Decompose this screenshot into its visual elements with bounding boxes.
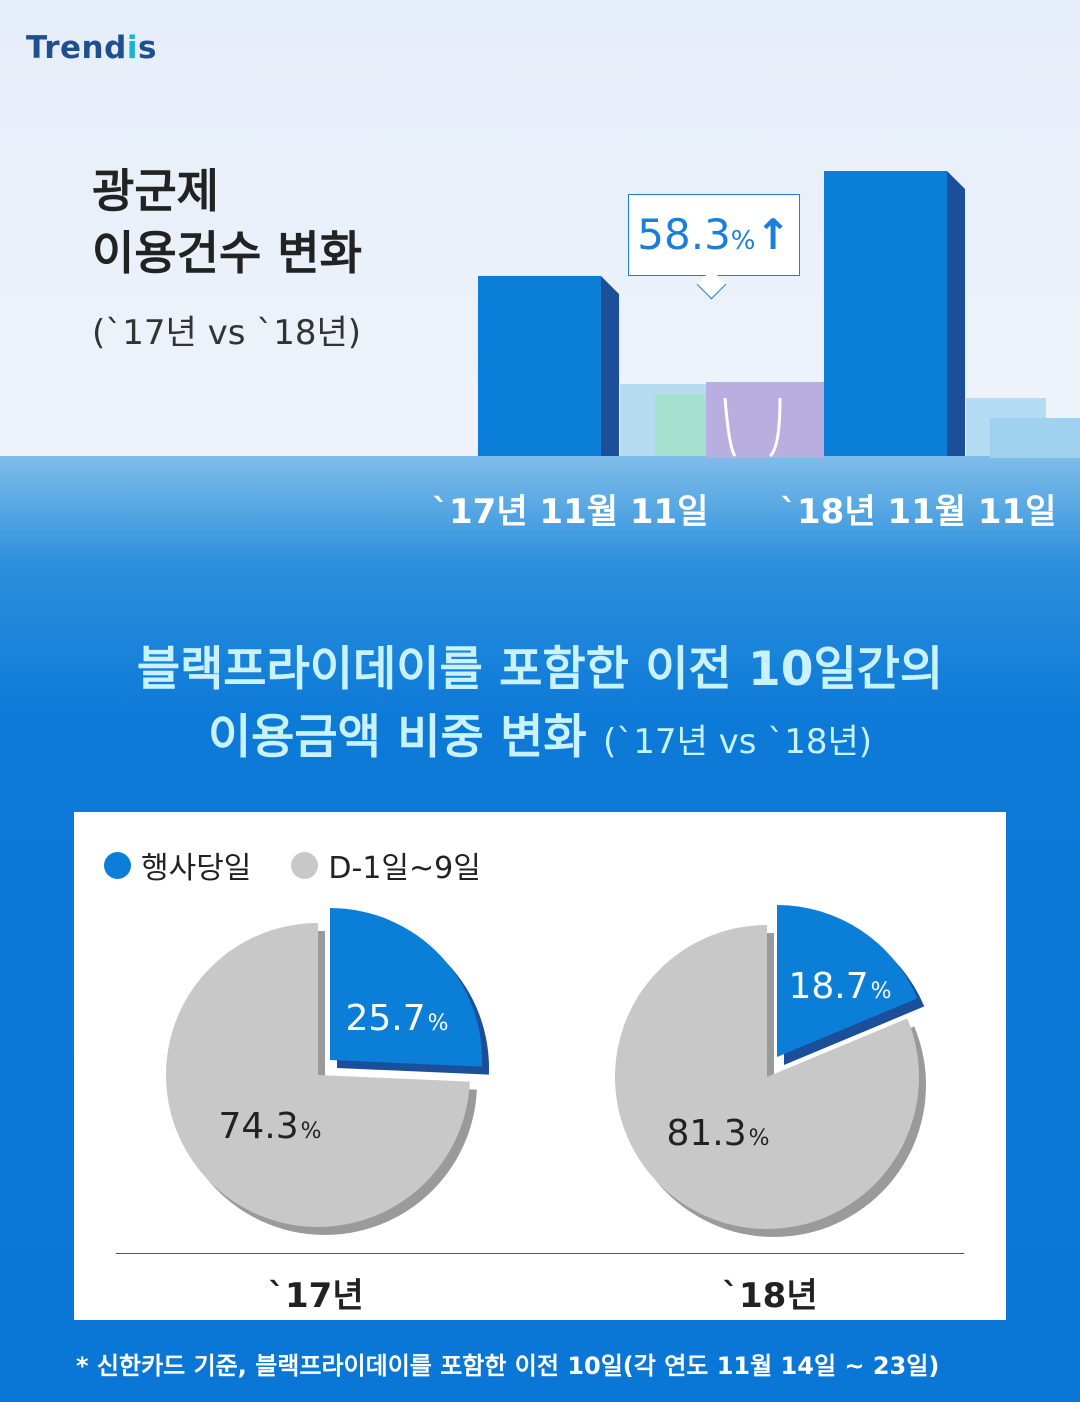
brand-logo: Trendis <box>26 30 157 66</box>
pie-slice <box>166 923 470 1227</box>
pie-label-2018: `18년 <box>722 1276 818 1316</box>
pie-slice <box>615 925 919 1229</box>
legend-item-prior-days: D-1일~9일 <box>291 843 481 887</box>
bar-chart <box>478 171 1080 458</box>
bar-side <box>601 275 619 456</box>
legend-label: 행사당일 <box>141 851 252 886</box>
legend-item-event-day: 행사당일 <box>104 843 251 887</box>
bar-1 <box>824 171 965 456</box>
legend-swatch-gray <box>291 851 319 879</box>
heading-line-2-main: 이용금액 비중 변화 <box>207 710 587 765</box>
up-arrow-icon: ↑ <box>755 210 791 259</box>
bag-icon <box>990 418 1080 458</box>
heading-line-1: 블랙프라이데이를 포함한 이전 10일간의 <box>136 642 944 697</box>
footnote: * 신한카드 기준, 블랙프라이데이를 포함한 이전 10일(각 연도 11월 … <box>76 1352 940 1380</box>
growth-value: 58.3 <box>637 210 731 259</box>
bar-category-label-2017: `17년 11월 11일 <box>432 492 709 532</box>
bars <box>478 171 965 456</box>
pie-value-label: 18.7% <box>788 966 891 1007</box>
heading-line-2-suffix: (`17년 vs `18년) <box>602 722 873 762</box>
growth-unit: % <box>730 226 756 256</box>
section-subtitle: (`17년 vs `18년) <box>92 313 362 353</box>
shopping-bags-decoration <box>620 382 1080 458</box>
pie-slice <box>330 908 482 1067</box>
pie-slice <box>777 905 918 1057</box>
pie-label-2017: `17년 <box>268 1276 364 1316</box>
bar-0 <box>478 275 619 456</box>
legend: 행사당일 D-1일~9일 <box>104 843 521 887</box>
pie-1: 18.7%81.3% <box>615 905 927 1237</box>
bar-front <box>824 171 947 456</box>
divider <box>116 1253 964 1254</box>
legend-label: D-1일~9일 <box>328 851 481 886</box>
pie-section-heading: 블랙프라이데이를 포함한 이전 10일간의 이용금액 비중 변화 (`17년 v… <box>0 636 1080 776</box>
legend-swatch-blue <box>104 851 131 879</box>
growth-callout: 58.3%↑ <box>628 194 800 276</box>
bar-category-label-2018: `18년 11월 11일 <box>780 492 1057 532</box>
pie-0: 25.7%74.3% <box>166 908 489 1235</box>
bag-handle-icon <box>723 397 782 458</box>
section-title: 광군제 이용건수 변화 <box>92 160 362 284</box>
bar-side <box>947 171 965 456</box>
title-line-2: 이용건수 변화 <box>92 226 362 281</box>
bar-front <box>478 275 601 456</box>
pies: 25.7%74.3% 18.7%81.3% <box>166 905 927 1237</box>
title-line-1: 광군제 <box>92 164 219 218</box>
heading-line-2: 이용금액 비중 변화 (`17년 vs `18년) <box>0 704 1080 776</box>
